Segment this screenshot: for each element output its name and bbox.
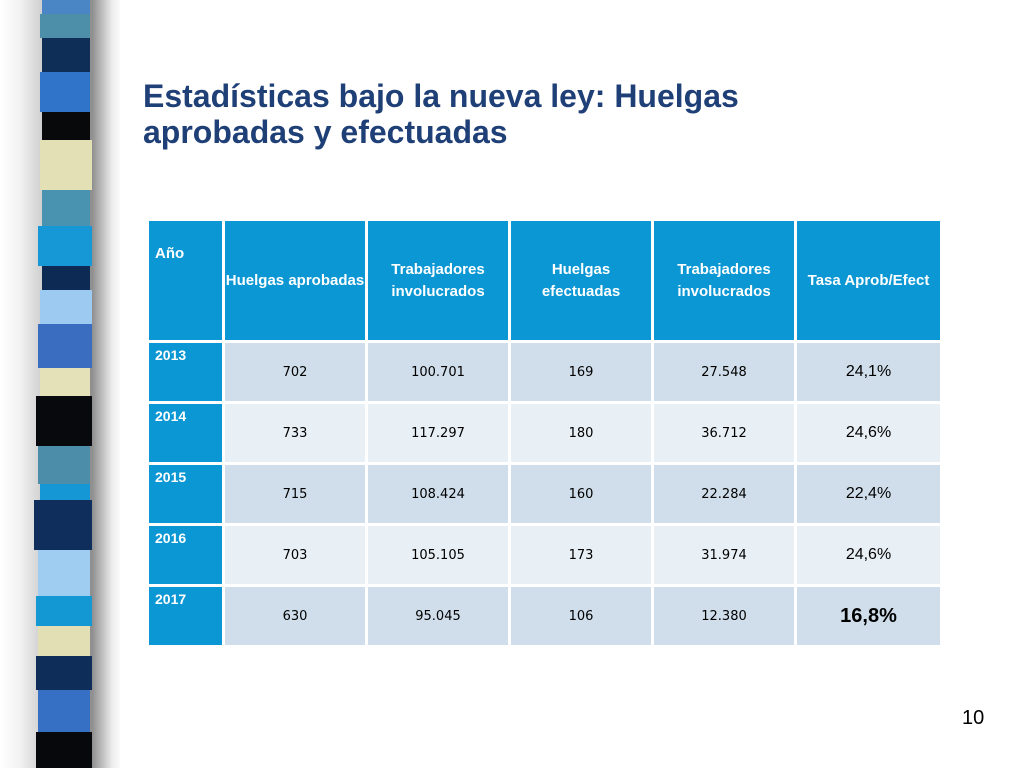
executed-cell: 169	[511, 343, 654, 404]
header-executed-strikes: Huelgas efectuadas	[511, 221, 654, 343]
header-workers-executed: Trabajadores involucrados	[654, 221, 797, 343]
executed-cell: 180	[511, 404, 654, 465]
decorative-color-strip	[34, 0, 98, 768]
approved-cell: 715	[225, 465, 368, 526]
workers-approved-cell: 108.424	[368, 465, 511, 526]
header-workers-approved: Trabajadores involucrados	[368, 221, 511, 343]
executed-cell: 160	[511, 465, 654, 526]
slide-title: Estadísticas bajo la nueva ley: Huelgas …	[143, 78, 739, 150]
workers-executed-cell: 12.380	[654, 587, 797, 645]
executed-cell: 106	[511, 587, 654, 645]
rate-cell: 22,4%	[797, 465, 940, 526]
workers-approved-cell: 100.701	[368, 343, 511, 404]
table-row: 2016 703 105.105 173 31.974 24,6%	[149, 526, 940, 587]
year-cell: 2017	[149, 587, 225, 645]
table-row: 2014 733 117.297 180 36.712 24,6%	[149, 404, 940, 465]
workers-executed-cell: 31.974	[654, 526, 797, 587]
rate-cell: 24,6%	[797, 526, 940, 587]
approved-cell: 733	[225, 404, 368, 465]
header-rate: Tasa Aprob/Efect	[797, 221, 940, 343]
approved-cell: 703	[225, 526, 368, 587]
year-cell: 2015	[149, 465, 225, 526]
workers-executed-cell: 27.548	[654, 343, 797, 404]
table-header-row: Año Huelgas aprobadas Trabajadores invol…	[149, 221, 940, 343]
year-cell: 2016	[149, 526, 225, 587]
workers-approved-cell: 105.105	[368, 526, 511, 587]
approved-cell: 702	[225, 343, 368, 404]
page-number: 10	[962, 707, 985, 729]
workers-executed-cell: 22.284	[654, 465, 797, 526]
header-approved-strikes: Huelgas aprobadas	[225, 221, 368, 343]
year-cell: 2014	[149, 404, 225, 465]
rate-cell: 24,6%	[797, 404, 940, 465]
approved-cell: 630	[225, 587, 368, 645]
workers-executed-cell: 36.712	[654, 404, 797, 465]
strikes-table: Año Huelgas aprobadas Trabajadores invol…	[149, 221, 940, 645]
header-year: Año	[149, 221, 225, 343]
table-row: 2015 715 108.424 160 22.284 22,4%	[149, 465, 940, 526]
rate-cell: 24,1%	[797, 343, 940, 404]
workers-approved-cell: 117.297	[368, 404, 511, 465]
table-row: 2017 630 95.045 106 12.380 16,8%	[149, 587, 940, 645]
executed-cell: 173	[511, 526, 654, 587]
rate-cell: 16,8%	[797, 587, 940, 645]
table-row: 2013 702 100.701 169 27.548 24,1%	[149, 343, 940, 404]
workers-approved-cell: 95.045	[368, 587, 511, 645]
year-cell: 2013	[149, 343, 225, 404]
